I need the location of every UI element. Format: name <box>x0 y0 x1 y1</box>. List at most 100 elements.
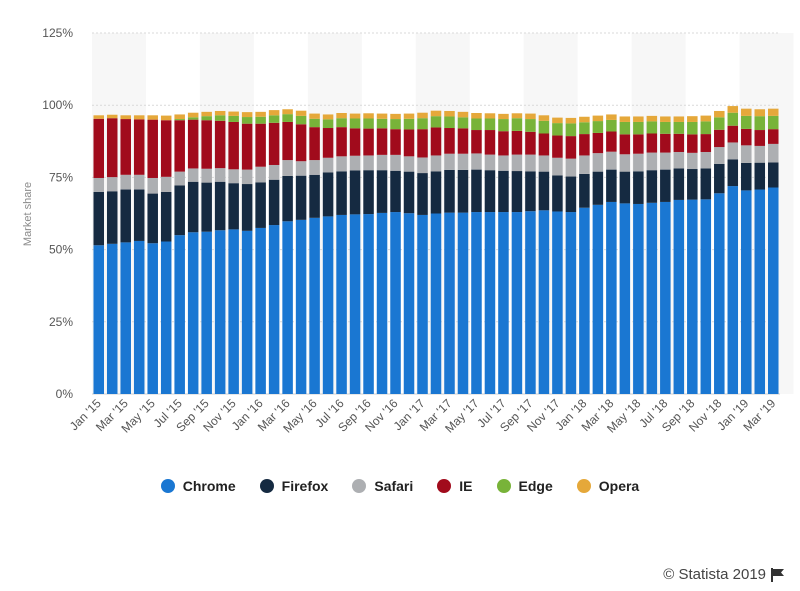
bar-segment-chrome[interactable] <box>525 211 536 394</box>
bar-segment-opera[interactable] <box>687 116 698 122</box>
bar-segment-opera[interactable] <box>295 110 307 116</box>
bar-segment-chrome[interactable] <box>322 216 334 394</box>
bar-segment-ie[interactable] <box>336 127 347 157</box>
bar-segment-firefox[interactable] <box>282 175 293 222</box>
bar-segment-safari[interactable] <box>606 151 617 170</box>
bar-segment-safari[interactable] <box>187 168 199 182</box>
bar-segment-chrome[interactable] <box>633 203 644 394</box>
bar-segment-chrome[interactable] <box>498 212 509 394</box>
bar-segment-firefox[interactable] <box>741 162 752 191</box>
bar-segment-chrome[interactable] <box>727 186 739 394</box>
bar-segment-ie[interactable] <box>174 120 185 172</box>
bar-segment-safari[interactable] <box>484 154 496 171</box>
bar-segment-safari[interactable] <box>363 155 374 171</box>
bar-segment-opera[interactable] <box>349 113 361 119</box>
bar-segment-safari[interactable] <box>538 155 550 172</box>
bar-segment-ie[interactable] <box>444 128 455 154</box>
bar-segment-firefox[interactable] <box>660 169 671 202</box>
bar-segment-firefox[interactable] <box>268 179 280 226</box>
bar-segment-edge[interactable] <box>511 118 523 131</box>
bar-segment-ie[interactable] <box>282 121 293 161</box>
bar-segment-edge[interactable] <box>174 119 185 121</box>
legend-item-safari[interactable]: Safari <box>352 478 413 494</box>
bar-segment-firefox[interactable] <box>336 171 347 215</box>
bar-segment-chrome[interactable] <box>714 193 725 394</box>
bar-segment-firefox[interactable] <box>228 183 239 230</box>
bar-segment-safari[interactable] <box>660 152 671 170</box>
bar-segment-safari[interactable] <box>754 145 766 163</box>
bar-segment-safari[interactable] <box>241 169 253 185</box>
bar-segment-edge[interactable] <box>309 118 320 128</box>
bar-segment-edge[interactable] <box>633 121 644 135</box>
bar-segment-opera[interactable] <box>430 110 442 117</box>
bar-segment-safari[interactable] <box>687 152 698 170</box>
bar-segment-opera[interactable] <box>403 113 415 119</box>
bar-segment-safari[interactable] <box>741 145 752 163</box>
bar-segment-ie[interactable] <box>687 134 698 153</box>
bar-segment-chrome[interactable] <box>552 211 563 394</box>
legend-item-chrome[interactable]: Chrome <box>160 478 236 494</box>
bar-segment-firefox[interactable] <box>295 175 307 220</box>
bar-segment-ie[interactable] <box>592 132 604 154</box>
bar-segment-firefox[interactable] <box>457 169 469 213</box>
bar-segment-chrome[interactable] <box>403 213 415 394</box>
bar-segment-firefox[interactable] <box>201 182 212 232</box>
bar-segment-chrome[interactable] <box>673 199 685 394</box>
bar-segment-ie[interactable] <box>484 130 496 155</box>
bar-segment-chrome[interactable] <box>511 212 523 394</box>
bar-segment-ie[interactable] <box>228 121 239 170</box>
bar-segment-safari[interactable] <box>160 176 172 192</box>
bar-segment-edge[interactable] <box>241 117 253 124</box>
bar-segment-opera[interactable] <box>444 110 455 117</box>
bar-segment-edge[interactable] <box>390 119 401 130</box>
bar-segment-chrome[interactable] <box>133 240 145 394</box>
bar-segment-edge[interactable] <box>619 121 631 135</box>
bar-segment-opera[interactable] <box>336 112 347 119</box>
bar-segment-chrome[interactable] <box>363 214 374 394</box>
bar-segment-ie[interactable] <box>727 125 739 143</box>
legend-item-edge[interactable]: Edge <box>496 478 553 494</box>
bar-segment-ie[interactable] <box>363 128 374 156</box>
bar-segment-firefox[interactable] <box>363 170 374 215</box>
bar-segment-firefox[interactable] <box>633 171 644 204</box>
bar-segment-ie[interactable] <box>565 136 577 159</box>
bar-segment-opera[interactable] <box>552 117 563 124</box>
bar-segment-opera[interactable] <box>633 116 644 122</box>
bar-segment-opera[interactable] <box>228 111 239 116</box>
bar-segment-chrome[interactable] <box>201 231 212 394</box>
bar-segment-chrome[interactable] <box>295 219 307 394</box>
bar-segment-ie[interactable] <box>525 131 536 155</box>
bar-segment-safari[interactable] <box>430 155 442 172</box>
bar-segment-edge[interactable] <box>727 112 739 126</box>
bar-segment-edge[interactable] <box>228 115 239 122</box>
bar-segment-safari[interactable] <box>295 161 307 176</box>
bar-segment-ie[interactable] <box>241 123 253 170</box>
bar-segment-opera[interactable] <box>390 113 401 120</box>
bar-segment-chrome[interactable] <box>484 212 496 394</box>
bar-segment-safari[interactable] <box>282 160 293 176</box>
bar-segment-opera[interactable] <box>538 115 550 121</box>
bar-segment-chrome[interactable] <box>592 204 604 394</box>
bar-segment-safari[interactable] <box>147 177 158 194</box>
bar-segment-firefox[interactable] <box>93 191 105 246</box>
bar-segment-chrome[interactable] <box>174 235 185 394</box>
bar-segment-edge[interactable] <box>767 115 779 130</box>
bar-segment-edge[interactable] <box>457 117 469 129</box>
bar-segment-firefox[interactable] <box>174 185 185 236</box>
bar-segment-edge[interactable] <box>700 121 712 135</box>
bar-segment-edge[interactable] <box>754 116 766 131</box>
bar-segment-ie[interactable] <box>417 129 428 158</box>
bar-segment-firefox[interactable] <box>322 172 334 217</box>
bar-segment-safari[interactable] <box>214 168 226 182</box>
bar-segment-ie[interactable] <box>120 119 131 175</box>
bar-segment-chrome[interactable] <box>767 187 779 394</box>
legend-item-firefox[interactable]: Firefox <box>259 478 328 494</box>
bar-segment-firefox[interactable] <box>727 159 739 187</box>
bar-segment-ie[interactable] <box>741 128 752 146</box>
bar-segment-opera[interactable] <box>498 113 509 120</box>
bar-segment-safari[interactable] <box>255 166 266 183</box>
bar-segment-chrome[interactable] <box>214 230 226 394</box>
bar-segment-edge[interactable] <box>268 115 280 123</box>
bar-segment-chrome[interactable] <box>565 212 577 394</box>
bar-segment-opera[interactable] <box>457 111 469 118</box>
